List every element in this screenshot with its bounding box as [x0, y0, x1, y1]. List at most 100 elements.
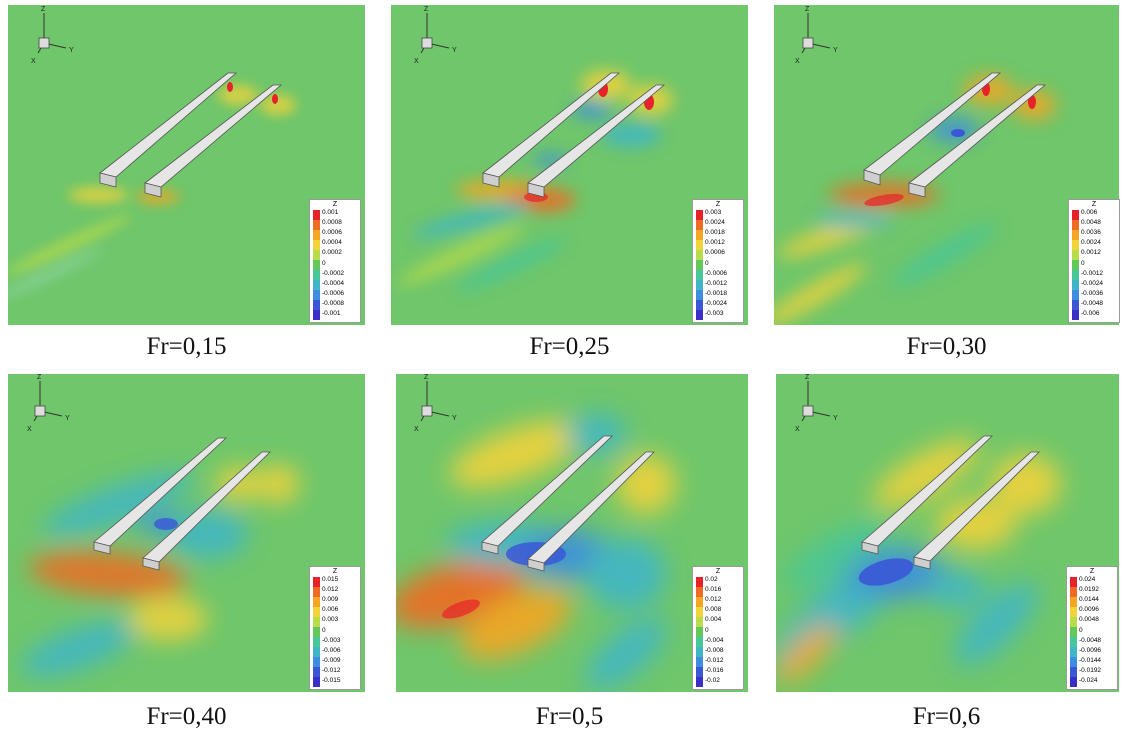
colorbar-segment: [313, 627, 320, 637]
legend-tick-label: 0: [705, 626, 709, 634]
color-legend: Z 0.003 0.0024 0.0018 0.0012 0.0006 0 -0.0006 -…: [692, 199, 744, 323]
colorbar-segment: [696, 220, 703, 230]
legend-tick-label: 0.0024: [705, 219, 725, 227]
colorbar-segment: [313, 260, 320, 270]
colorbar-segment: [696, 250, 703, 260]
legend-tick-label: 0: [1079, 626, 1083, 634]
legend-labels: 0.001 0.0008 0.0006 0.0004 0.0002 0 -0.0002 -0.…: [322, 209, 360, 319]
legend-tick-label: -0.004: [705, 636, 724, 644]
legend-tick-label: -0.0006: [705, 269, 728, 277]
colorbar-segment: [696, 607, 703, 617]
legend-tick-label: -0.02: [705, 677, 720, 685]
twin-hull-geometry: [99, 72, 283, 198]
colorbar-segment: [313, 597, 320, 607]
wave-field-plot: [776, 374, 1119, 692]
froude-caption: Fr=0,25: [529, 333, 610, 360]
legend-title: Z: [1089, 568, 1095, 575]
legend-tick-label: -0.0024: [705, 300, 728, 308]
colorbar-segment: [1072, 290, 1079, 300]
axis-triad: Z X Y: [414, 374, 457, 433]
axis-z-label: Z: [805, 374, 810, 381]
legend-tick-label: -0.0004: [322, 279, 345, 287]
legend-tick-label: 0.006: [1081, 209, 1098, 216]
legend-tick-label: 0.009: [322, 596, 339, 604]
legend-tick-label: 0.0008: [322, 219, 342, 227]
legend-tick-label: -0.0012: [705, 279, 728, 287]
colorbar-segment: [313, 587, 320, 597]
contour-panel-fr-040: Z 0.015 0.012 0.009 0.006 0.003 0 -0.003 -0.006…: [8, 374, 365, 694]
legend-tick-label: 0.012: [322, 586, 339, 594]
colorbar-segment: [696, 210, 703, 220]
wave-field-plot: [774, 5, 1119, 325]
axis-z-label: Z: [41, 6, 46, 13]
legend-tick-label: -0.0048: [1079, 636, 1102, 644]
contour-panel-fr-06: Z 0.024 0.0192 0.0144 0.0096 0.0048 0 -0.0048 -…: [776, 374, 1123, 694]
contour-panel-fr-05: Z 0.02 0.016 0.012 0.008 0.004 0 -0.004 -0.008 -…: [396, 374, 753, 694]
colorbar-segment: [1070, 617, 1077, 627]
colorbar-segment: [696, 270, 703, 280]
legend-colorbar: [1070, 577, 1077, 687]
colorbar-segment: [1070, 577, 1077, 587]
colorbar-segment: [696, 667, 703, 677]
colorbar-segment: [313, 290, 320, 300]
colorbar-segment: [1070, 657, 1077, 667]
colorbar-segment: [1072, 250, 1079, 260]
legend-title: Z: [332, 568, 338, 575]
legend-tick-label: -0.012: [322, 667, 341, 675]
legend-tick-label: 0.0048: [1081, 219, 1101, 227]
colorbar-segment: [696, 310, 703, 320]
color-legend: Z 0.001 0.0008 0.0006 0.0004 0.0002 0 -0.0002 -…: [309, 199, 361, 323]
colorbar-segment: [1072, 310, 1079, 320]
legend-tick-label: 0.006: [322, 606, 339, 614]
legend-tick-label: 0.0012: [1081, 249, 1101, 257]
axis-x-label: X: [31, 58, 36, 65]
legend-tick-label: 0.0012: [705, 239, 725, 247]
colorbar-segment: [696, 290, 703, 300]
axis-z-label: Z: [805, 6, 810, 13]
legend-title: Z: [715, 568, 721, 575]
legend-tick-label: -0.006: [322, 646, 341, 654]
axis-z-label: Z: [37, 374, 42, 381]
froude-caption: Fr=0,40: [146, 703, 227, 730]
legend-labels: 0.015 0.012 0.009 0.006 0.003 0 -0.003 -0.006 -0…: [322, 576, 360, 686]
colorbar-segment: [696, 230, 703, 240]
colorbar-segment: [1070, 597, 1077, 607]
colorbar-segment: [696, 627, 703, 637]
twin-hull-geometry: [481, 435, 655, 572]
axis-y-label: Y: [833, 415, 838, 422]
axis-z-label: Z: [424, 374, 429, 381]
colorbar-segment: [313, 647, 320, 657]
twin-hull-geometry: [863, 72, 1047, 198]
legend-tick-label: 0.0048: [1079, 616, 1099, 624]
legend-tick-label: 0.003: [322, 616, 339, 624]
legend-tick-label: -0.008: [705, 646, 724, 654]
legend-tick-label: 0.0004: [322, 239, 342, 247]
legend-tick-label: 0.0096: [1079, 606, 1099, 614]
contour-panel-fr-025: Z 0.003 0.0024 0.0018 0.0012 0.0006 0 -0.0006 -…: [391, 5, 748, 325]
colorbar-segment: [313, 577, 320, 587]
colorbar-segment: [1070, 607, 1077, 617]
axis-x-label: X: [27, 426, 32, 433]
color-legend: Z 0.024 0.0192 0.0144 0.0096 0.0048 0 -0.0048 -…: [1066, 566, 1118, 690]
legend-title: Z: [1091, 201, 1097, 208]
legend-tick-label: -0.0002: [322, 269, 345, 277]
legend-tick-label: -0.016: [705, 667, 724, 675]
legend-tick-label: -0.012: [705, 656, 724, 664]
legend-tick-label: 0.0144: [1079, 596, 1099, 604]
colorbar-segment: [696, 597, 703, 607]
legend-tick-label: 0.016: [705, 586, 722, 594]
legend-tick-label: -0.0008: [322, 300, 345, 308]
legend-tick-label: -0.0192: [1079, 667, 1102, 675]
legend-tick-label: 0.024: [1079, 576, 1096, 583]
froude-caption: Fr=0,5: [535, 703, 604, 730]
legend-tick-label: -0.003: [322, 636, 341, 644]
legend-tick-label: 0: [322, 626, 326, 634]
legend-labels: 0.02 0.016 0.012 0.008 0.004 0 -0.004 -0.008 -0.…: [705, 576, 743, 686]
wave-field-plot: [8, 5, 365, 325]
legend-tick-label: 0: [705, 259, 709, 267]
legend-tick-label: 0.008: [705, 606, 722, 614]
axis-x-label: X: [795, 426, 800, 433]
twin-hull-geometry: [93, 437, 271, 571]
colorbar-segment: [1072, 220, 1079, 230]
colorbar-segment: [1070, 627, 1077, 637]
